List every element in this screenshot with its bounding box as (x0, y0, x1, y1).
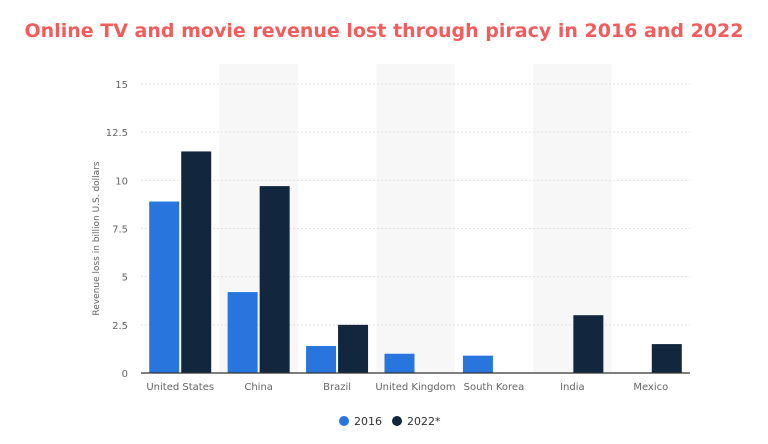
y-tick-label: 10 (115, 176, 128, 187)
x-tick-label: United Kingdom (375, 382, 455, 393)
y-axis-label: Revenue loss in billion U.S. dollars (92, 161, 102, 315)
y-tick-label: 12.5 (106, 128, 128, 139)
x-tick-label: India (560, 382, 585, 393)
legend-marker (392, 416, 402, 426)
x-tick-label: South Korea (464, 382, 525, 393)
bar-2022-brazil (338, 324, 369, 373)
legend-label: 2022* (407, 415, 441, 428)
bar-2022-india (573, 315, 604, 373)
bar-2016-united-kingdom (384, 353, 415, 373)
bar-2022-united-states (181, 151, 212, 373)
y-tick-label: 0 (122, 369, 128, 380)
category-band (376, 64, 455, 373)
bar-2022-china (259, 186, 290, 373)
y-tick-label: 5 (122, 273, 128, 284)
legend-marker (339, 416, 349, 426)
x-tick-label: Brazil (323, 382, 351, 393)
bar-2016-china (227, 292, 258, 373)
x-tick-label: United States (146, 382, 214, 393)
chart-title: Online TV and movie revenue lost through… (24, 20, 744, 42)
legend-label: 2016 (354, 415, 382, 428)
x-tick-label: China (244, 382, 273, 393)
y-tick-label: 7.5 (112, 225, 128, 236)
x-tick-label: Mexico (633, 382, 668, 393)
y-tick-label: 15 (115, 80, 128, 91)
bar-2016-united-states (149, 201, 180, 373)
bar-2016-south-korea (462, 355, 493, 373)
y-tick-label: 2.5 (112, 321, 128, 332)
bar-2016-brazil (306, 346, 337, 373)
bar-2022-mexico (651, 344, 682, 373)
